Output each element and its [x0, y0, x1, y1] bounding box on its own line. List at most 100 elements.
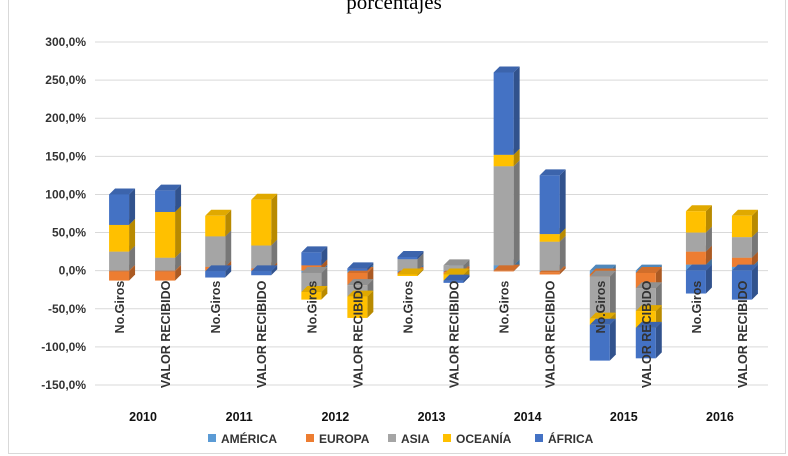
bar-side-áfrica [129, 188, 136, 225]
category-label: No.Giros [305, 281, 319, 334]
category-label: No.Giros [402, 281, 416, 334]
y-tick-label: 300,0% [45, 35, 86, 49]
bar-segment-oceanía [155, 211, 176, 258]
bar-segment-áfrica [155, 190, 176, 212]
bar-side-oceanía [321, 286, 328, 300]
bar-top-asia [635, 282, 662, 289]
bar-segment-oceanía [493, 154, 514, 167]
bar-top-oceanía [205, 209, 232, 216]
bar-segment-asia [155, 257, 176, 271]
legend-label: OCEANÍA [456, 431, 512, 446]
bar-segment-asia [251, 245, 272, 269]
chart-title: porcentajes [346, 0, 442, 14]
legend-label: ÁFRICA [548, 431, 594, 446]
bar-side-oceanía [705, 205, 712, 233]
bar-segment-asia [443, 265, 464, 271]
bar-side-áfrica [367, 262, 374, 271]
bar-top-áfrica [155, 184, 182, 191]
chart-frame [8, 0, 786, 454]
bar-side-oceanía [271, 193, 278, 246]
y-tick-label: 200,0% [45, 111, 86, 125]
bar-top-áfrica [685, 264, 712, 271]
category-label: VALOR RECIBIDO [448, 280, 462, 388]
bar-segment-áfrica [109, 194, 130, 225]
bar-segment-áfrica [589, 324, 610, 361]
bar-top-asia [301, 266, 328, 273]
bar-side-asia [609, 270, 616, 319]
legend-swatch-áfrica [535, 434, 543, 442]
bar-side-asia [271, 239, 278, 269]
bar-side-áfrica [705, 264, 712, 294]
y-tick-label: -50,0% [48, 302, 86, 316]
bar-segment-oceanía [397, 274, 418, 277]
bar-side-áfrica [225, 265, 232, 278]
bar-top-áfrica [205, 265, 232, 272]
bar-top-asia [347, 279, 374, 286]
bar-top-oceanía [685, 205, 712, 212]
year-label: 2011 [226, 410, 253, 424]
bar-segment-áfrica [347, 268, 368, 271]
legend-swatch-américa [208, 434, 216, 442]
bar-side-asia [225, 230, 232, 267]
bar-segment-asia [589, 276, 610, 319]
bar-top-europa [493, 264, 520, 271]
bar-side-europa [751, 251, 758, 267]
bar-side-oceanía [129, 218, 136, 252]
bar-top-oceanía [731, 209, 758, 216]
year-label: 2015 [610, 410, 638, 424]
y-tick-label: 150,0% [45, 149, 86, 163]
bar-segment-áfrica [685, 270, 706, 294]
bar-side-áfrica [513, 66, 520, 155]
bar-side-europa [175, 265, 182, 281]
bar-segment-áfrica [397, 256, 418, 260]
bar-top-oceanía [589, 312, 616, 319]
bar-top-áfrica [443, 274, 470, 281]
bar-segment-asia [493, 166, 514, 266]
category-label: VALOR RECIBIDO [640, 280, 654, 388]
category-label: No.Giros [594, 281, 608, 334]
bar-segment-áfrica [539, 175, 560, 235]
year-label: 2012 [321, 410, 349, 424]
category-label: No.Giros [690, 281, 704, 334]
bar-segment-oceanía [347, 296, 368, 318]
y-tick-label: 0,0% [59, 264, 87, 278]
year-label: 2014 [514, 410, 542, 424]
bar-top-oceanía [397, 268, 424, 275]
bar-top-áfrica [589, 318, 616, 325]
bar-top-áfrica [731, 264, 758, 271]
bar-top-áfrica [301, 246, 328, 253]
bar-segment-oceanía [251, 199, 272, 246]
bar-segment-europa [109, 271, 130, 281]
y-tick-label: 50,0% [52, 226, 86, 240]
bar-segment-europa [493, 270, 514, 272]
bar-side-europa [513, 264, 520, 272]
bar-side-áfrica [417, 250, 424, 260]
y-tick-label: 250,0% [45, 73, 86, 87]
bar-side-asia [321, 266, 328, 293]
year-label: 2013 [418, 410, 446, 424]
legend-swatch-europa [306, 434, 314, 442]
bar-segment-áfrica [301, 252, 322, 266]
bar-side-áfrica [271, 265, 278, 276]
bar-side-áfrica [559, 169, 566, 235]
bar-top-áfrica [251, 265, 278, 272]
category-label: No.Giros [113, 281, 127, 334]
bar-side-asia [175, 251, 182, 271]
bar-segment-oceanía [205, 215, 226, 237]
bar-segment-áfrica [251, 271, 272, 276]
bar-segment-áfrica [731, 270, 752, 300]
bar-segment-asia [205, 236, 226, 267]
bar-side-áfrica [175, 184, 182, 212]
bar-segment-oceanía [109, 224, 130, 252]
bar-segment-asia [685, 232, 706, 252]
bar-top-áfrica [539, 169, 566, 176]
bar-top-oceanía [635, 305, 662, 312]
bar-side-asia [705, 226, 712, 252]
bar-top-oceanía [301, 286, 328, 293]
category-label: VALOR RECIBIDO [255, 280, 269, 388]
bar-top-áfrica [635, 321, 662, 328]
bar-top-áfrica [493, 66, 520, 73]
bar-side-asia [129, 245, 136, 271]
bar-top-oceanía [251, 193, 278, 200]
bar-segment-asia [397, 259, 418, 271]
